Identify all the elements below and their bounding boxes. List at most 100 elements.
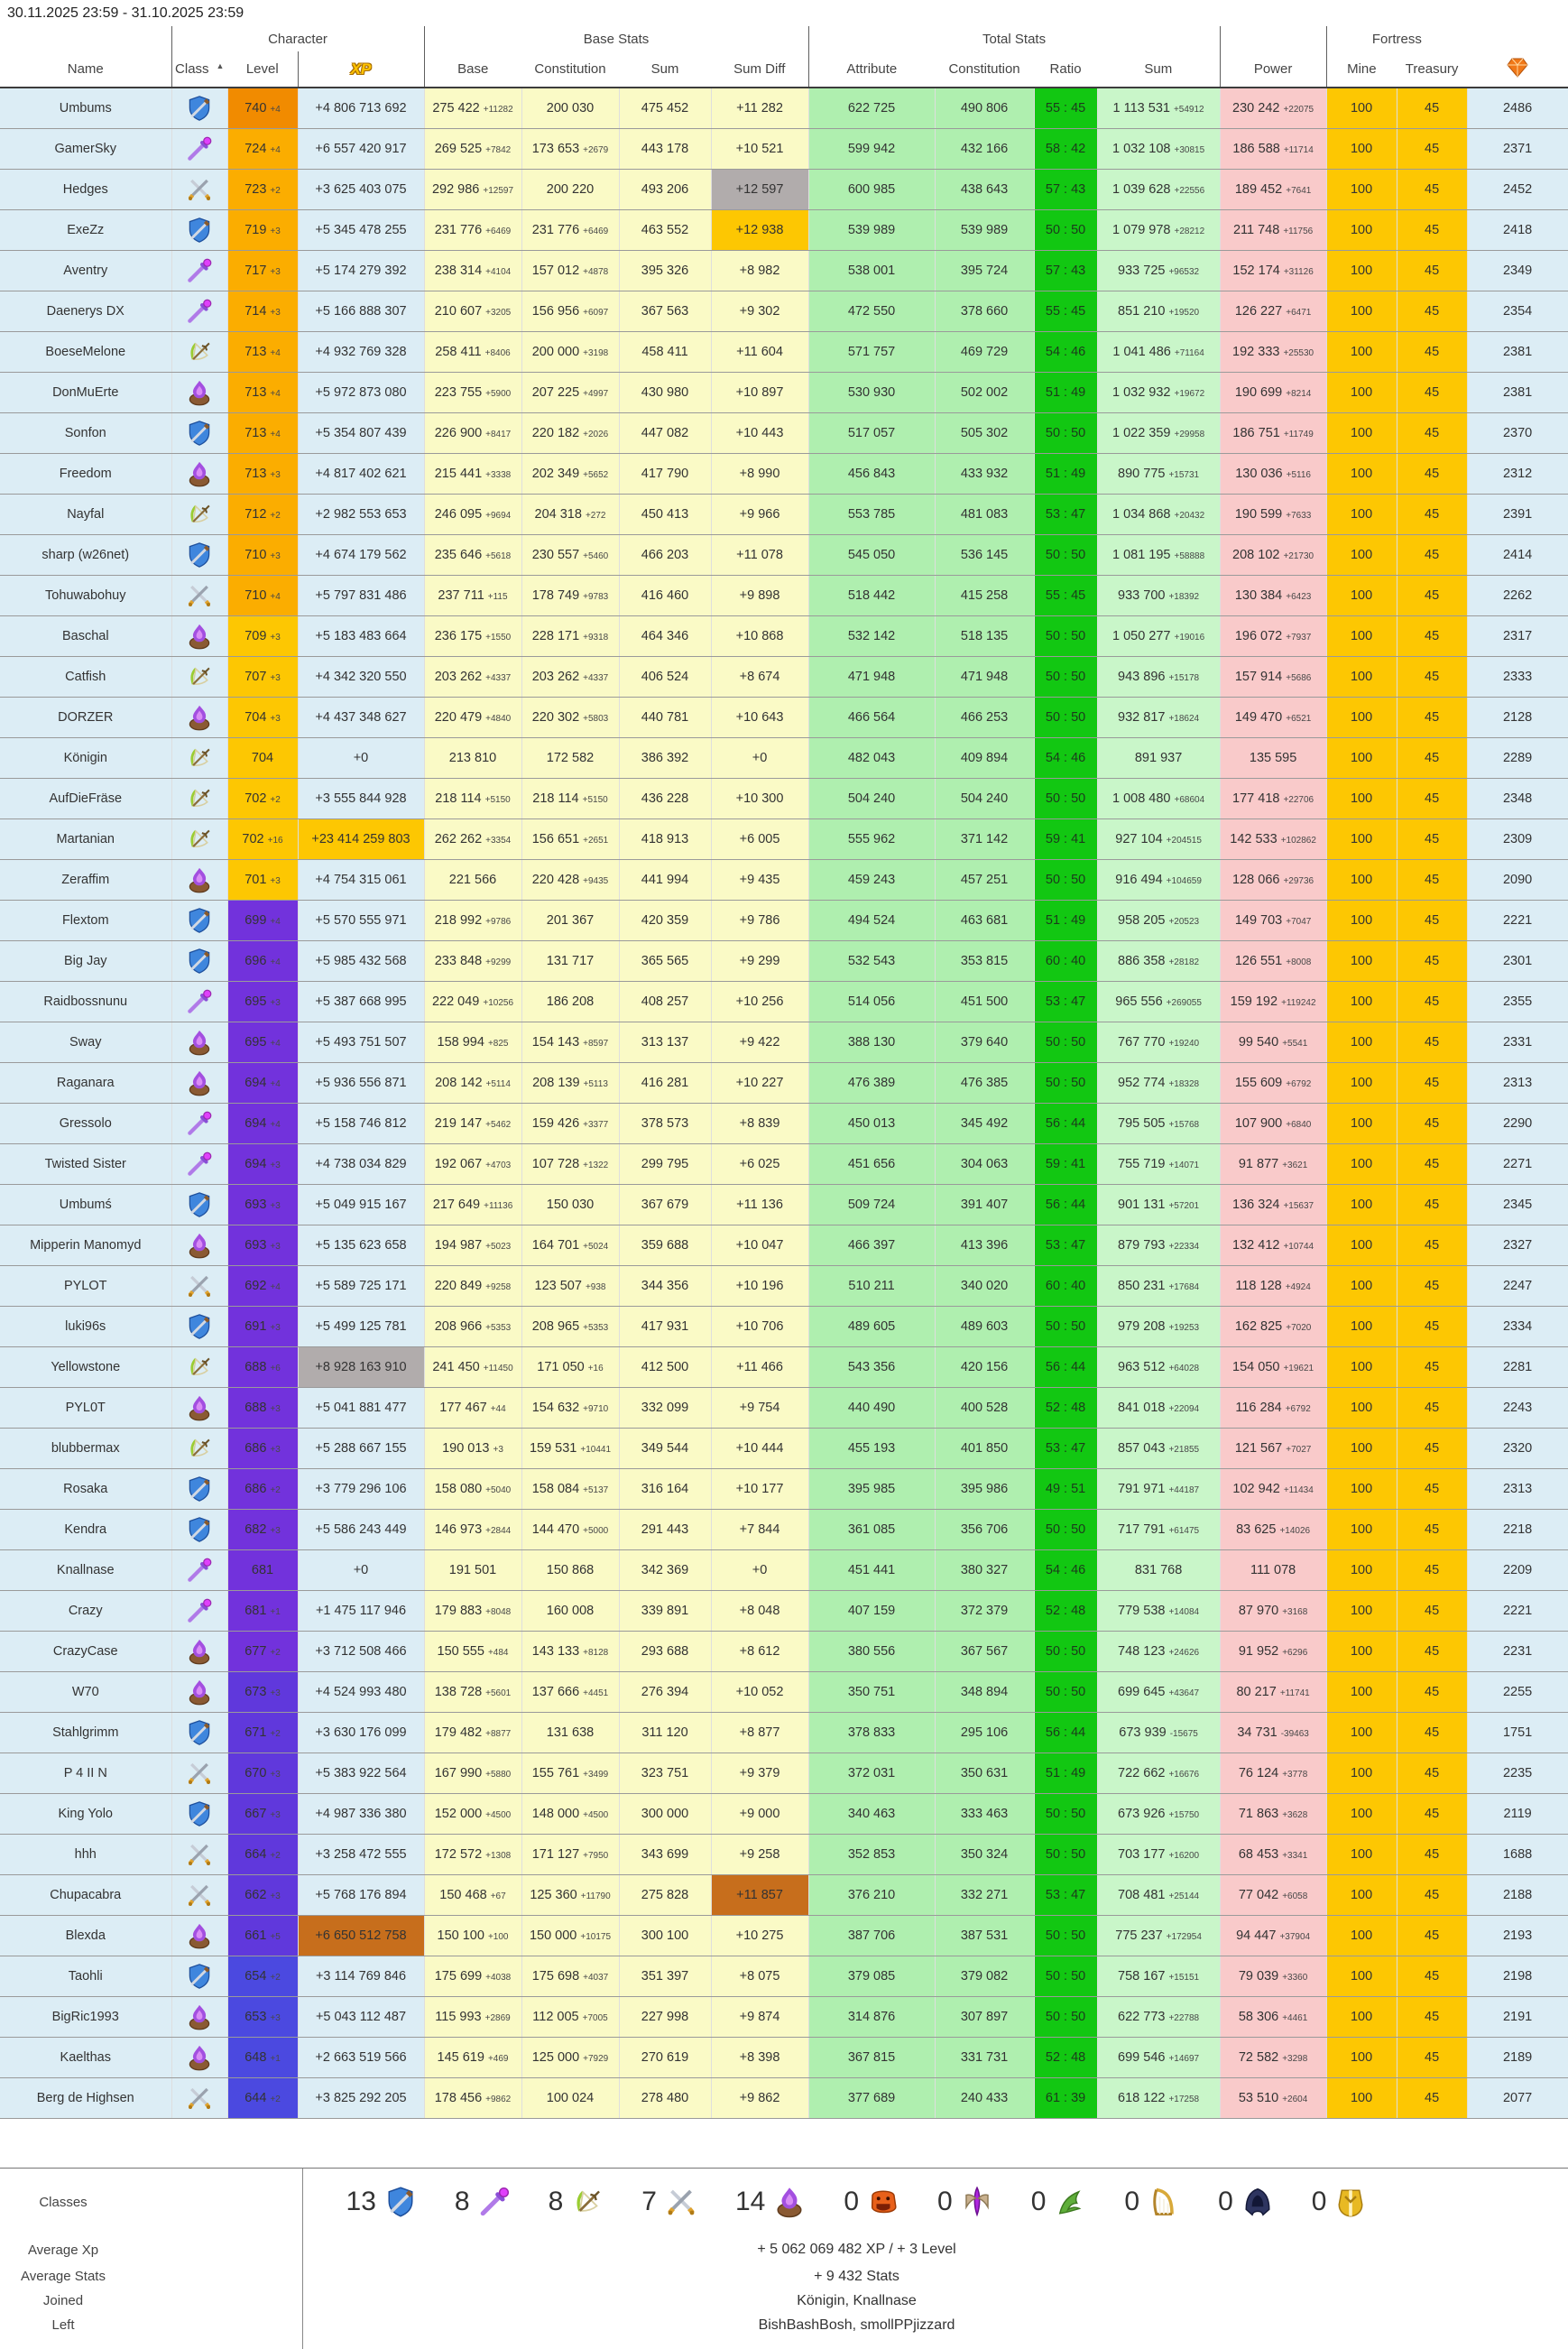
player-row: BoeseMelone 713 +4 +4 932 769 328 258 411 +84… — [0, 331, 1568, 373]
level-cell: 670 +3 — [227, 1753, 299, 1794]
xp-gain-cell: +3 712 508 466 — [298, 1631, 425, 1672]
player-name[interactable]: Nayfal — [0, 494, 172, 535]
ratio-cell: 50 : 50 — [1034, 1996, 1098, 2038]
treasury-cell: 45 — [1397, 818, 1468, 860]
treasury-cell: 45 — [1397, 1143, 1468, 1185]
player-row: Catfish 707 +3 +4 342 320 550 203 262 +4337 20… — [0, 656, 1568, 698]
total-constitution-cell: 304 063 — [935, 1143, 1035, 1185]
player-name[interactable]: Hedges — [0, 169, 172, 210]
level-cell: 724 +4 — [227, 128, 299, 170]
base-sum-cell: 418 913 — [619, 818, 712, 860]
col-header-constitution-total[interactable]: Constitution — [935, 51, 1035, 88]
player-name[interactable]: DonMuErte — [0, 372, 172, 413]
player-name[interactable]: luki96s — [0, 1306, 172, 1347]
player-name[interactable]: P 4 II N — [0, 1753, 172, 1794]
player-name[interactable]: ExeZz — [0, 209, 172, 251]
player-name[interactable]: Kendra — [0, 1509, 172, 1550]
player-name[interactable]: Daenerys DX — [0, 291, 172, 332]
col-header-sum-diff[interactable]: Sum Diff — [711, 51, 809, 88]
player-name[interactable]: Big Jay — [0, 940, 172, 982]
player-name[interactable]: PYL0T — [0, 1387, 172, 1429]
player-name[interactable]: W70 — [0, 1671, 172, 1713]
player-name[interactable]: Stahlgrimm — [0, 1712, 172, 1753]
player-name[interactable]: Knallnase — [0, 1549, 172, 1591]
base-cell: 220 479 +4840 — [423, 697, 522, 738]
player-name[interactable]: Sway — [0, 1022, 172, 1063]
player-name[interactable]: AufDieFräse — [0, 778, 172, 819]
col-header-xp[interactable]: XP — [297, 51, 424, 88]
player-name[interactable]: Aventry — [0, 250, 172, 291]
col-header-base[interactable]: Base — [423, 51, 521, 88]
base-cell: 177 467 +44 — [423, 1387, 522, 1429]
player-name[interactable]: Mipperin Manomyd — [0, 1225, 172, 1266]
player-name[interactable]: Umbums — [0, 88, 172, 129]
col-header-sum-total[interactable]: Sum — [1097, 51, 1221, 88]
gem-cell: 2354 — [1467, 291, 1568, 332]
col-header-level[interactable]: Level — [227, 51, 298, 88]
player-name[interactable]: Raganara — [0, 1062, 172, 1104]
player-name[interactable]: sharp (w26net) — [0, 534, 172, 576]
class-count-value: 14 — [734, 2187, 766, 2216]
player-name[interactable]: Tohuwabohuy — [0, 575, 172, 616]
total-sum-cell: 901 131 +57201 — [1097, 1184, 1221, 1225]
player-name[interactable]: Catfish — [0, 656, 172, 698]
attribute-cell: 532 142 — [807, 615, 936, 657]
scout-class-icon — [171, 331, 228, 373]
player-name[interactable]: Twisted Sister — [0, 1143, 172, 1185]
treasury-cell: 45 — [1397, 1874, 1468, 1916]
sum-diff-cell: +10 521 — [711, 128, 809, 170]
player-name[interactable]: Königin — [0, 737, 172, 779]
player-name[interactable]: Martanian — [0, 818, 172, 860]
col-header-sum-base[interactable]: Sum — [619, 51, 711, 88]
player-row: Chupacabra 662 +3 +5 768 176 894 150 468 +67 1… — [0, 1874, 1568, 1916]
player-name[interactable]: Taohli — [0, 1956, 172, 1997]
player-name[interactable]: DORZER — [0, 697, 172, 738]
col-header-name[interactable]: Name — [0, 51, 171, 88]
col-header-gem[interactable] — [1467, 51, 1568, 88]
player-name[interactable]: hhh — [0, 1834, 172, 1875]
player-name[interactable]: PYLOT — [0, 1265, 172, 1307]
col-header-treasury[interactable]: Treasury — [1397, 51, 1468, 88]
col-header-power[interactable]: Power — [1219, 51, 1327, 88]
player-name[interactable]: BoeseMelone — [0, 331, 172, 373]
player-name[interactable]: blubbermax — [0, 1428, 172, 1469]
assassin-class-icon — [171, 575, 228, 616]
col-header-constitution-base[interactable]: Constitution — [521, 51, 619, 88]
player-name[interactable]: Berg de Highsen — [0, 2077, 172, 2119]
player-name[interactable]: Freedom — [0, 453, 172, 495]
power-cell: 142 533 +102862 — [1219, 818, 1327, 860]
ratio-cell: 51 : 49 — [1034, 900, 1098, 941]
player-name[interactable]: Kaelthas — [0, 2037, 172, 2078]
player-name[interactable]: Umbumś — [0, 1184, 172, 1225]
power-cell: 155 609 +6792 — [1219, 1062, 1327, 1104]
level-cell: 653 +3 — [227, 1996, 299, 2038]
player-name[interactable]: Sonfon — [0, 412, 172, 454]
player-name[interactable]: Yellowstone — [0, 1346, 172, 1388]
power-cell: 135 595 — [1219, 737, 1327, 779]
battlemage-class-icon — [171, 1022, 228, 1063]
player-name[interactable]: Flextom — [0, 900, 172, 941]
player-name[interactable]: Rosaka — [0, 1468, 172, 1510]
base-constitution-cell: 144 470 +5000 — [521, 1509, 620, 1550]
player-name[interactable]: King Yolo — [0, 1793, 172, 1835]
player-name[interactable]: Gressolo — [0, 1103, 172, 1144]
player-name[interactable]: CrazyCase — [0, 1631, 172, 1672]
player-name[interactable]: Crazy — [0, 1590, 172, 1632]
player-name[interactable]: Zeraffim — [0, 859, 172, 901]
power-cell: 162 825 +7020 — [1219, 1306, 1327, 1347]
col-header-mine[interactable]: Mine — [1325, 51, 1397, 88]
power-cell: 126 551 +8008 — [1219, 940, 1327, 982]
player-name[interactable]: Chupacabra — [0, 1874, 172, 1916]
player-name[interactable]: GamerSky — [0, 128, 172, 170]
player-name[interactable]: Blexda — [0, 1915, 172, 1956]
player-name[interactable]: BigRic1993 — [0, 1996, 172, 2038]
player-name[interactable]: Baschal — [0, 615, 172, 657]
col-header-attribute[interactable]: Attribute — [807, 51, 936, 88]
base-constitution-cell: 123 507 +938 — [521, 1265, 620, 1307]
col-header-ratio[interactable]: Ratio — [1034, 51, 1098, 88]
col-header-class[interactable]: Class ▲ — [171, 51, 227, 88]
total-constitution-cell: 353 815 — [935, 940, 1035, 982]
sum-diff-cell: +9 966 — [711, 494, 809, 535]
level-cell: 701 +3 — [227, 859, 299, 901]
player-name[interactable]: Raidbossnunu — [0, 981, 172, 1022]
